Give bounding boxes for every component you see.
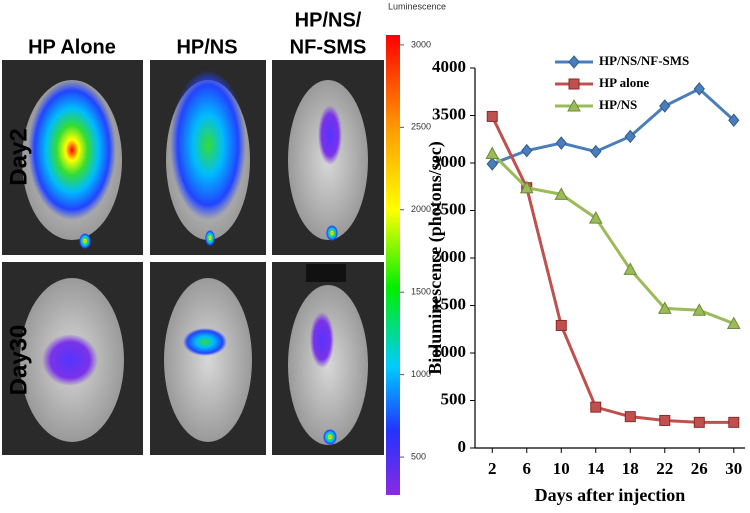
legend-label: HP/NS bbox=[599, 97, 637, 112]
marker bbox=[692, 303, 707, 316]
row-label: Day30 bbox=[5, 325, 32, 396]
x-tick-label: 10 bbox=[553, 459, 570, 478]
marker bbox=[624, 129, 636, 144]
marker bbox=[485, 146, 500, 159]
row-label: Day2 bbox=[5, 128, 32, 185]
colorbar-title: Luminescence bbox=[388, 1, 446, 11]
series-line bbox=[490, 115, 734, 424]
marker bbox=[659, 99, 671, 113]
marker bbox=[486, 110, 498, 122]
series-line bbox=[491, 87, 735, 166]
y-tick-label: 0 bbox=[458, 437, 467, 456]
mouse-panel bbox=[150, 262, 266, 455]
column-label: HP Alone bbox=[28, 36, 116, 58]
colorbar-tick-label: 2500 bbox=[411, 122, 431, 132]
marker bbox=[693, 416, 705, 428]
y-tick-label: 4000 bbox=[432, 57, 466, 76]
mouse-images bbox=[2, 60, 384, 455]
y-tick-label: 1500 bbox=[432, 294, 466, 313]
mouse-panel bbox=[2, 60, 143, 255]
marker bbox=[726, 316, 741, 330]
x-tick-label: 22 bbox=[656, 459, 673, 478]
marker bbox=[555, 136, 567, 150]
colorbar-tick-label: 2000 bbox=[411, 204, 431, 214]
marker bbox=[657, 301, 672, 314]
marker bbox=[590, 144, 602, 159]
marker bbox=[588, 211, 603, 224]
marker bbox=[659, 414, 671, 426]
colorbar-tick-label: 1000 bbox=[411, 369, 431, 379]
series-line bbox=[491, 152, 735, 325]
colorbar-tick-label: 3000 bbox=[411, 39, 431, 49]
column-label: NF-SMS bbox=[290, 36, 367, 58]
marker bbox=[486, 157, 498, 171]
y-tick-label: 3500 bbox=[432, 104, 466, 123]
legend-marker bbox=[567, 98, 581, 112]
x-tick-label: 6 bbox=[523, 459, 532, 478]
marker bbox=[728, 416, 740, 428]
x-tick-label: 2 bbox=[488, 459, 497, 478]
y-tick-label: 2000 bbox=[432, 247, 466, 266]
legend-label: HP alone bbox=[599, 75, 649, 90]
legend-label: HP/NS/NF-SMS bbox=[599, 53, 689, 68]
y-axis-label: Bioluminescence (photons/sec) bbox=[425, 141, 446, 375]
colorbar-tick-label: 1500 bbox=[411, 287, 431, 297]
marker bbox=[693, 82, 705, 96]
marker bbox=[521, 143, 533, 158]
x-axis-label: Days after injection bbox=[535, 485, 686, 505]
column-label: HP/NS/ bbox=[295, 9, 362, 31]
marker bbox=[590, 401, 602, 413]
x-tick-label: 18 bbox=[622, 459, 639, 478]
y-tick-label: 3000 bbox=[432, 152, 466, 171]
colorbar-tick-label: 500 bbox=[411, 451, 426, 461]
marker bbox=[555, 319, 567, 331]
x-tick-label: 14 bbox=[587, 459, 605, 478]
mouse-panel bbox=[150, 60, 266, 255]
marker bbox=[624, 411, 636, 423]
marker bbox=[554, 187, 569, 200]
marker bbox=[728, 113, 740, 128]
x-tick-label: 30 bbox=[725, 459, 742, 478]
mouse-panel bbox=[272, 262, 384, 455]
marker bbox=[623, 262, 638, 275]
legend-marker bbox=[568, 78, 580, 90]
y-tick-label: 2500 bbox=[432, 199, 466, 218]
y-tick-label: 500 bbox=[441, 389, 467, 408]
column-label: HP/NS bbox=[176, 36, 237, 58]
y-tick-label: 1000 bbox=[432, 342, 466, 361]
mouse-panel bbox=[2, 262, 143, 455]
mouse-panel bbox=[272, 60, 384, 255]
legend-marker bbox=[568, 55, 580, 69]
colorbar bbox=[386, 35, 400, 495]
x-tick-label: 26 bbox=[691, 459, 708, 478]
marker bbox=[519, 180, 534, 194]
